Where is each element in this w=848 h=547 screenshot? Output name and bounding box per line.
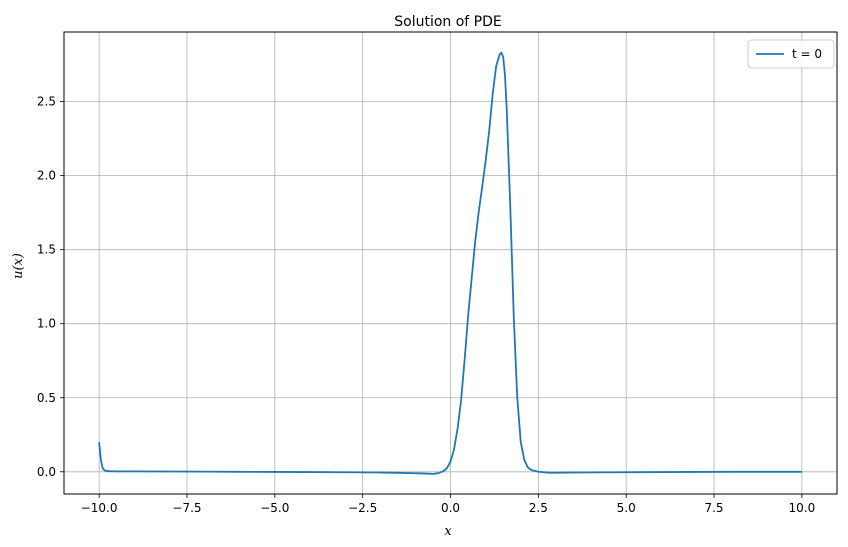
x-tick-label: 0.0 — [441, 501, 460, 515]
x-tick-label: −5.0 — [260, 501, 289, 515]
y-axis-label: u(x) — [11, 253, 26, 279]
legend-label: t = 0 — [792, 47, 822, 61]
grid-lines — [64, 32, 837, 494]
y-tick-label: 2.0 — [37, 169, 56, 183]
legend: t = 0 — [747, 39, 835, 69]
y-tick-label: 1.5 — [37, 243, 56, 257]
x-tick-label: 2.5 — [529, 501, 548, 515]
y-tick-label: 1.0 — [37, 317, 56, 331]
x-tick-label: 10.0 — [789, 501, 816, 515]
chart-title: Solution of PDE — [394, 14, 502, 30]
x-tick-label: 5.0 — [617, 501, 636, 515]
y-tick-label: 0.5 — [37, 391, 56, 405]
x-axis-label: x — [444, 524, 452, 539]
legend-box — [747, 39, 835, 69]
x-tick-label: −2.5 — [348, 501, 377, 515]
y-tick-label: 0.0 — [37, 465, 56, 479]
y-axis-ticks: 0.0 0.5 1.0 1.5 2.0 2.5 — [37, 95, 64, 479]
x-tick-label: −10.0 — [81, 501, 118, 515]
x-tick-label: 7.5 — [704, 501, 723, 515]
series-group — [98, 51, 802, 475]
x-tick-label: −7.5 — [172, 501, 201, 515]
y-tick-label: 2.5 — [37, 95, 56, 109]
series-line — [98, 51, 802, 475]
x-axis-ticks: −10.0 −7.5 −5.0 −2.5 0.0 2.5 5.0 7.5 10.0 — [81, 494, 815, 515]
